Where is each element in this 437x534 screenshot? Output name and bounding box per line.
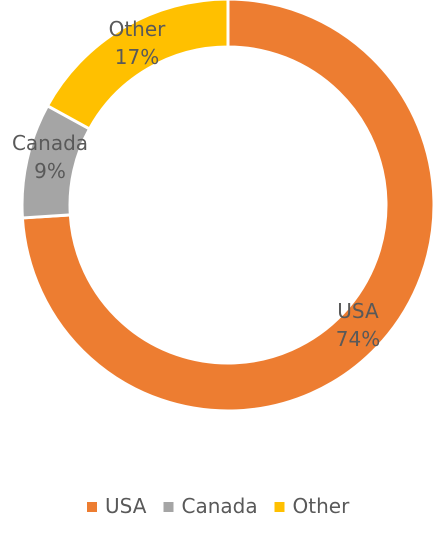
slice-label-usa-name: USA [337, 299, 379, 323]
legend-item-canada: Canada [164, 494, 258, 518]
legend-marker-other [275, 502, 285, 512]
slice-label-usa-value: 74% [336, 327, 380, 351]
slice-label-canada-name: Canada [12, 131, 88, 155]
legend-marker-canada [164, 502, 174, 512]
legend-item-other: Other [275, 494, 351, 518]
legend: USA Canada Other [87, 494, 350, 518]
legend-label-canada: Canada [182, 494, 258, 518]
legend-label-usa: USA [105, 494, 147, 518]
legend-label-other: Other [293, 494, 351, 518]
slice-label-other-value: 17% [115, 45, 159, 69]
slice-label-canada-value: 9% [34, 159, 66, 183]
slice-label-other-name: Other [109, 17, 167, 41]
legend-marker-usa [87, 502, 97, 512]
legend-item-usa: USA [87, 494, 147, 518]
